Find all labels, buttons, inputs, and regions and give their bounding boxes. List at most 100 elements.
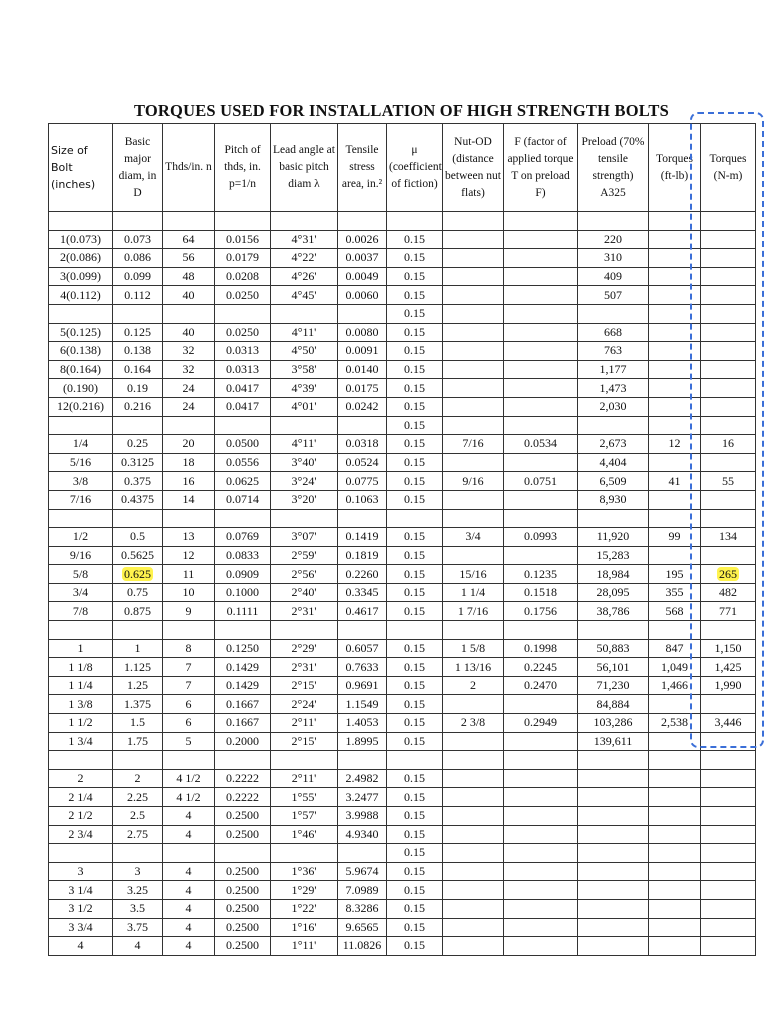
table-cell: 0.5625 — [112, 545, 163, 566]
header-cell: Size of Bolt (inches) — [48, 123, 113, 212]
table-cell: 7.0989 — [337, 880, 387, 900]
table-row — [48, 750, 756, 770]
table-row: 3 3/4 3.75 4 0.2500 1°16' 9.6565 0.15 — [48, 917, 756, 938]
table-cell — [442, 843, 504, 863]
table-cell — [112, 303, 163, 324]
table-cell — [442, 359, 504, 380]
table-cell — [577, 768, 649, 789]
table-cell: 3 1/4 — [48, 880, 113, 900]
table-cell — [648, 768, 701, 789]
table-cell: 12 — [162, 545, 215, 566]
table-row: 0.15 — [48, 843, 756, 863]
table-cell: 4,404 — [577, 452, 649, 473]
table-cell — [214, 211, 271, 231]
table-cell: 1.75 — [112, 731, 163, 752]
table-row: 12(0.216) 0.216 24 0.0417 4°01' 0.0242 0.15 2,0… — [48, 396, 756, 417]
table-cell: 0.0909 — [214, 564, 271, 584]
table-cell: 18,984 — [577, 564, 649, 584]
table-cell — [577, 898, 649, 919]
table-cell: 8.3286 — [337, 898, 387, 919]
table-cell: 139,611 — [577, 731, 649, 752]
table-cell — [503, 378, 578, 398]
header-row: Size of Bolt (inches) Basic major diam, i… — [48, 123, 756, 212]
header-cell: Pitch of thds, in. p=1/n — [214, 123, 271, 212]
table-cell: 568 — [648, 601, 701, 622]
table-cell: 0.0417 — [214, 396, 271, 417]
table-cell: 2°29' — [270, 638, 338, 659]
header-cell: F (factor of applied torque T on preload… — [503, 123, 578, 212]
table-cell: 0.216 — [112, 396, 163, 417]
table-cell: 55 — [700, 471, 756, 491]
table-cell — [503, 303, 578, 324]
table-cell: 1°36' — [270, 861, 338, 882]
table-cell: 56,101 — [577, 657, 649, 677]
table-cell: 15/16 — [442, 564, 504, 584]
table-cell — [577, 843, 649, 863]
table-cell — [577, 750, 649, 770]
table-cell: 4°11' — [270, 434, 338, 454]
table-cell — [442, 303, 504, 324]
table-cell — [442, 750, 504, 770]
table-cell — [442, 917, 504, 938]
table-cell — [214, 620, 271, 640]
table-cell — [700, 378, 756, 398]
table-cell — [503, 229, 578, 250]
table-cell — [48, 508, 113, 529]
table-cell: 0.15 — [386, 582, 443, 603]
table-cell: 1(0.073) — [48, 229, 113, 250]
table-cell: 0.0080 — [337, 322, 387, 343]
table-cell: 2,673 — [577, 434, 649, 454]
table-cell: 1.375 — [112, 694, 163, 715]
table-cell — [648, 787, 701, 807]
table-cell — [162, 415, 215, 436]
table-cell: 0.1756 — [503, 601, 578, 622]
table-cell — [700, 248, 756, 268]
table-cell: 4°39' — [270, 378, 338, 398]
table-cell — [700, 341, 756, 361]
table-cell: 2 3/8 — [442, 713, 504, 733]
table-cell: 0.125 — [112, 322, 163, 343]
table-cell: 2(0.086) — [48, 248, 113, 268]
table-cell — [162, 303, 215, 324]
table-cell: 1/2 — [48, 527, 113, 547]
table-row: 1/2 0.5 13 0.0769 3°07' 0.1419 0.15 3/4 0.0993 11… — [48, 527, 756, 547]
table-cell — [48, 750, 113, 770]
table-cell: 2.5 — [112, 806, 163, 826]
table-cell — [442, 341, 504, 361]
table-cell: 4 — [162, 917, 215, 938]
header-cell: Torques (ft-lb) — [648, 123, 701, 212]
table-cell: 1.1549 — [337, 694, 387, 715]
table-cell: 0.1998 — [503, 638, 578, 659]
table-row: 5(0.125) 0.125 40 0.0250 4°11' 0.0080 0.15 668 — [48, 322, 756, 343]
table-cell: 0.0208 — [214, 266, 271, 287]
table-cell: 0.0037 — [337, 248, 387, 268]
table-cell: 3°20' — [270, 489, 338, 510]
table-row: 2 1/4 2.25 4 1/2 0.2222 1°55' 3.2477 0.15 — [48, 787, 756, 807]
table-cell: 38,786 — [577, 601, 649, 622]
table-cell — [503, 341, 578, 361]
table-cell — [503, 545, 578, 566]
header-cell: Preload (70% tensile strength) A325 — [577, 123, 649, 212]
table-cell: 4 1/2 — [162, 768, 215, 789]
table-cell: 0.0769 — [214, 527, 271, 547]
table-cell: 0.073 — [112, 229, 163, 250]
table-cell — [337, 508, 387, 529]
table-cell: 5/8 — [48, 564, 113, 584]
table-cell — [270, 508, 338, 529]
table-cell — [270, 303, 338, 324]
table-cell: 0.15 — [386, 545, 443, 566]
table-cell: 3°24' — [270, 471, 338, 491]
table-cell: 3.5 — [112, 898, 163, 919]
table-cell: 9/16 — [48, 545, 113, 566]
table-cell: 2.25 — [112, 787, 163, 807]
table-cell: 2.75 — [112, 824, 163, 845]
table-cell: 2 — [48, 768, 113, 789]
table-cell: 0.15 — [386, 657, 443, 677]
table-row: 1 3/8 1.375 6 0.1667 2°24' 1.1549 0.15 84,884 — [48, 694, 756, 715]
table-cell — [503, 266, 578, 287]
table-cell: 0.0625 — [214, 471, 271, 491]
table-cell — [700, 880, 756, 900]
table-cell: 5(0.125) — [48, 322, 113, 343]
table-row: 3/8 0.375 16 0.0625 3°24' 0.0775 0.15 9/16 0.075… — [48, 471, 756, 491]
table-cell — [337, 620, 387, 640]
